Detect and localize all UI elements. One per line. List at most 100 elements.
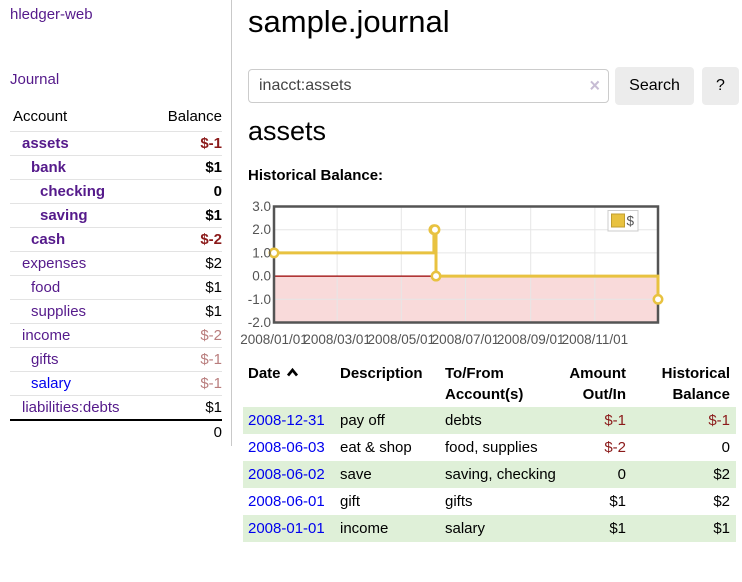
register-cell-amount: 0 — [617, 466, 626, 483]
register-cell-amount: $1 — [609, 520, 626, 537]
search-field-wrap: × — [248, 69, 609, 103]
account-balance: $1 — [149, 203, 222, 228]
register-cell-amount: $-2 — [604, 439, 626, 456]
account-balance: $-2 — [149, 227, 222, 252]
sidebar-account-link[interactable]: saving — [40, 207, 88, 224]
accounts-header-account: Account — [13, 108, 68, 125]
sidebar-account-link[interactable]: expenses — [22, 255, 87, 272]
register-header-accounts: To/From Account(s) — [445, 365, 524, 403]
sidebar-account-link[interactable]: income — [22, 327, 71, 344]
x-axis-tick-label: 2008/09/01 — [497, 332, 565, 347]
account-row: income $-2 — [10, 323, 222, 348]
y-axis-tick-label: 0.0 — [252, 269, 271, 284]
register-cell-amount: $-1 — [604, 412, 626, 429]
legend-label: $ — [627, 214, 635, 229]
register-cell-accounts: saving, checking — [445, 466, 556, 483]
register-cell-date: 2008-06-03 — [243, 434, 340, 461]
register-cell-balance: 0 — [721, 439, 730, 456]
register-header-balance: Historical Balance — [661, 365, 730, 403]
register-cell-date: 2008-01-01 — [243, 515, 340, 542]
legend-swatch — [611, 213, 625, 228]
account-row: bank $1 — [10, 155, 222, 180]
register-cell-amount: $1 — [609, 493, 626, 510]
x-axis-tick-label: 2008/11/01 — [562, 332, 629, 347]
register-table: Date Description To/From Account(s) Amou… — [243, 361, 736, 542]
register-cell-accounts: food, supplies — [445, 439, 538, 456]
account-row: saving $1 — [10, 203, 222, 228]
accounts-header-balance: Balance — [167, 108, 222, 125]
sidebar-account-link[interactable]: assets — [22, 135, 69, 152]
account-balance: $1 — [149, 299, 222, 324]
y-axis-tick-label: 3.0 — [252, 200, 271, 214]
transaction-date-link[interactable]: 2008-06-03 — [248, 439, 325, 456]
historical-balance-chart[interactable]: $3.0 2.0 1.0 0.0 -1.0 -2.0 2008/01/012008/03/0… — [240, 200, 740, 352]
register-cell-balance: $1 — [713, 520, 730, 537]
account-row: liabilities:debts $1 — [10, 395, 222, 420]
register-header-amount: Amount Out/In — [569, 365, 626, 403]
accounts-table: Account Balance assets $-1 bank $1 checking 0… — [10, 104, 222, 444]
search-bar: × Search ? — [248, 67, 739, 105]
chart-title: Historical Balance: — [248, 167, 384, 184]
accounts-total-row: 0 — [10, 419, 222, 444]
register-cell-date: 2008-06-01 — [243, 488, 340, 515]
account-balance: $-2 — [149, 323, 222, 348]
data-point-marker[interactable] — [268, 247, 280, 259]
x-axis-tick-label: 2008/07/01 — [432, 332, 500, 347]
register-cell-balance: $2 — [713, 466, 730, 483]
account-balance: $1 — [149, 275, 222, 300]
register-cell-description: eat & shop — [340, 439, 412, 456]
register-cell-date: 2008-06-02 — [243, 461, 340, 488]
search-button[interactable]: Search — [615, 67, 694, 105]
transaction-date-link[interactable]: 2008-06-02 — [248, 466, 325, 483]
search-input[interactable] — [248, 69, 609, 103]
clear-search-icon[interactable]: × — [589, 75, 600, 96]
x-axis-tick-label: 2008/01/01 — [240, 332, 308, 347]
y-axis-tick-label: -1.0 — [248, 292, 271, 307]
register-cell-balance: $-1 — [708, 412, 730, 429]
accounts-header-row: Account Balance — [10, 104, 222, 132]
sidebar-item-journal[interactable]: Journal — [10, 71, 60, 88]
account-balance: $2 — [149, 251, 222, 276]
brand-link[interactable]: hledger-web — [10, 6, 93, 23]
register-row: 2008-06-03 eat & shop food, supplies $-2 0 — [243, 434, 736, 461]
account-balance: 0 — [149, 179, 222, 204]
x-axis-tick-label: 2008/05/01 — [368, 332, 436, 347]
account-row: expenses $2 — [10, 251, 222, 276]
account-row: salary $-1 — [10, 371, 222, 396]
sidebar-account-link[interactable]: liabilities:debts — [22, 399, 120, 416]
register-cell-accounts: salary — [445, 520, 486, 537]
y-axis-tick-label: -2.0 — [248, 315, 271, 330]
register-header-date[interactable]: Date — [243, 361, 340, 407]
page-title: sample.journal — [248, 4, 450, 39]
data-point-marker[interactable] — [429, 224, 441, 236]
register-row: 2008-12-31 pay off debts $-1 $-1 — [243, 407, 736, 434]
transaction-date-link[interactable]: 2008-01-01 — [248, 520, 325, 537]
register-cell-description: pay off — [340, 412, 385, 429]
y-axis-tick-label: 2.0 — [252, 222, 271, 237]
sidebar-account-link[interactable]: bank — [31, 159, 67, 176]
transaction-date-link[interactable]: 2008-06-01 — [248, 493, 325, 510]
register-cell-description: income — [340, 520, 389, 537]
sidebar-account-link[interactable]: cash — [31, 231, 66, 248]
transaction-date-link[interactable]: 2008-12-31 — [248, 412, 325, 429]
plot-border — [272, 205, 660, 324]
account-row: supplies $1 — [10, 299, 222, 324]
sidebar-account-link[interactable]: supplies — [31, 303, 87, 320]
account-balance: $-1 — [149, 131, 222, 156]
account-balance: $1 — [149, 395, 222, 420]
register-cell-description: save — [340, 466, 372, 483]
data-point-marker[interactable] — [652, 293, 664, 305]
account-row: cash $-2 — [10, 227, 222, 252]
account-balance: $-1 — [149, 371, 222, 396]
sidebar-account-link[interactable]: checking — [40, 183, 106, 200]
x-axis-tick-label: 2008/03/01 — [303, 332, 371, 347]
account-row: assets $-1 — [10, 131, 222, 156]
help-button[interactable]: ? — [702, 67, 739, 105]
sidebar-account-link[interactable]: food — [31, 279, 61, 296]
sort-ascending-icon — [286, 367, 298, 377]
data-point-marker[interactable] — [430, 270, 442, 282]
account-row: checking 0 — [10, 179, 222, 204]
sidebar-account-link[interactable]: salary — [31, 375, 72, 392]
register-cell-accounts: gifts — [445, 493, 473, 510]
sidebar-account-link[interactable]: gifts — [31, 351, 59, 368]
